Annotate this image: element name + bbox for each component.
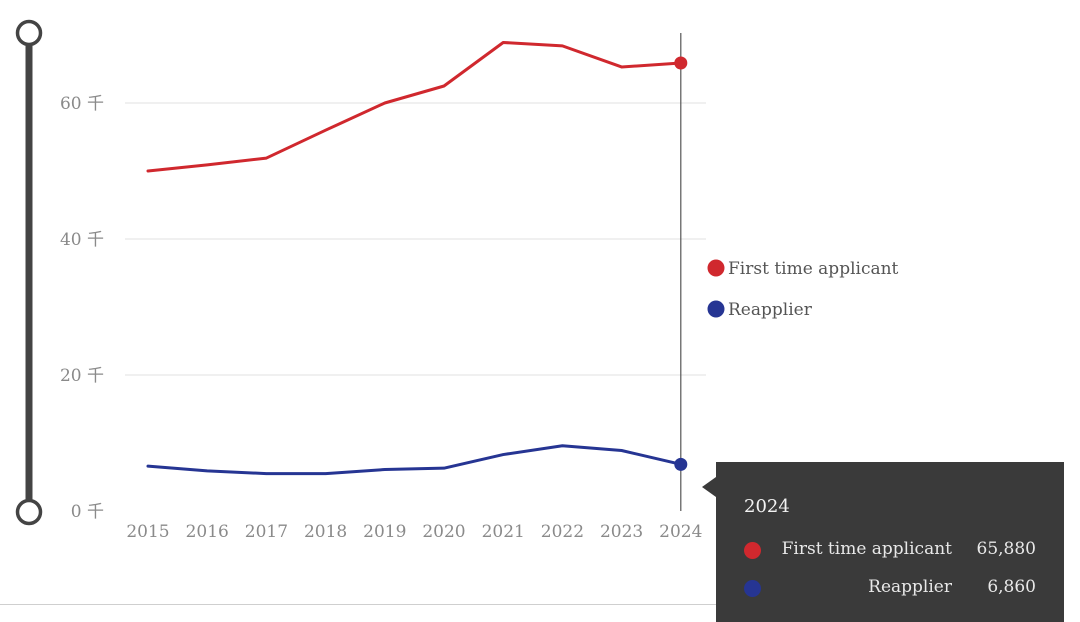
x-tick-label: 2020 — [422, 522, 465, 542]
tooltip-series-name: First time applicant — [781, 539, 952, 559]
tooltip: 2024 First time applicant 65,880 Reappli… — [716, 462, 1064, 622]
y-tick-label: 0 千 — [71, 502, 104, 522]
x-tick-label: 2023 — [600, 522, 643, 542]
slider-handle-top[interactable] — [15, 19, 43, 47]
x-tick-label: 2016 — [186, 522, 229, 542]
legend-item-first-time-applicant[interactable]: First time applicant — [707, 259, 899, 279]
x-axis-ticks: 2015 2016 2017 2018 2019 2020 2021 2022 2023 2024 — [126, 522, 702, 542]
y-tick-label: 40 千 — [60, 230, 104, 250]
series-line-first-time-applicant — [146, 40, 683, 173]
highlight-markers — [674, 56, 688, 471]
legend-label: First time applicant — [728, 259, 899, 279]
x-tick-label: 2017 — [245, 522, 288, 542]
x-tick-label: 2018 — [304, 522, 347, 542]
x-tick-label: 2022 — [541, 522, 584, 542]
tooltip-series-name: Reapplier — [868, 577, 952, 597]
tooltip-row-reapplier: Reapplier 6,860 — [744, 576, 1036, 600]
tooltip-dot-reapplier — [744, 580, 761, 597]
legend-item-reapplier[interactable]: Reapplier — [707, 300, 813, 320]
x-tick-label: 2021 — [482, 522, 525, 542]
tooltip-pointer — [702, 477, 716, 497]
grid-lines — [125, 102, 706, 376]
tooltip-series-value: 6,860 — [987, 577, 1036, 597]
legend-label: Reapplier — [728, 300, 813, 320]
highlight-point-first-time-applicant — [674, 56, 688, 70]
x-tick-label: 2015 — [126, 522, 169, 542]
slider-handle-bottom[interactable] — [15, 498, 43, 526]
legend: First time applicant Reapplier — [707, 259, 899, 320]
legend-swatch — [707, 300, 725, 318]
highlight-point-reapplier — [674, 457, 688, 471]
tooltip-title: 2024 — [744, 496, 790, 517]
x-tick-label: 2024 — [659, 522, 702, 542]
tooltip-series-value: 65,880 — [976, 539, 1036, 559]
series-line-reapplier — [146, 444, 683, 476]
x-tick-label: 2019 — [363, 522, 406, 542]
range-slider[interactable] — [15, 19, 43, 526]
bottom-divider — [0, 604, 716, 605]
y-axis-ticks: 0 千 20 千 40 千 60 千 — [60, 94, 104, 522]
legend-swatch — [707, 259, 725, 277]
tooltip-row-first-time-applicant: First time applicant 65,880 — [744, 538, 1036, 562]
tooltip-dot-first-time-applicant — [744, 542, 761, 559]
y-tick-label: 20 千 — [60, 366, 104, 386]
y-tick-label: 60 千 — [60, 94, 104, 114]
series-lines — [146, 40, 683, 476]
